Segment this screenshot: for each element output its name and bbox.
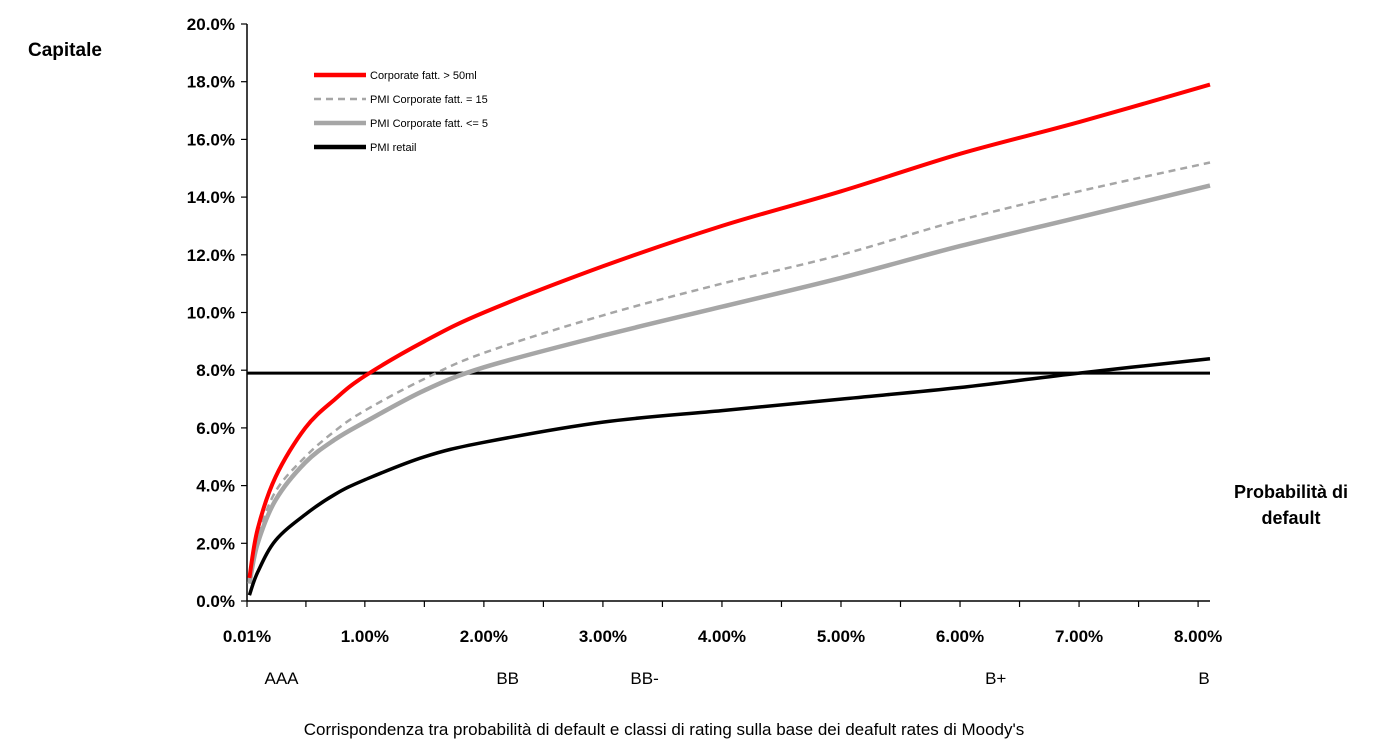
y-tick-labels: 0.0% 2.0% 4.0% 6.0% 8.0% 10.0% 12.0% 14.0% 16.0%… [187,15,247,611]
y-tick-label: 8.0% [196,361,235,380]
x-tick-label: 7.00% [1055,627,1103,646]
legend-label: PMI Corporate fatt. <= 5 [370,118,488,130]
y-tick-label: 20.0% [187,15,235,34]
series-line-1 [247,82,1211,579]
x-tick-label: 5.00% [817,627,865,646]
legend-label: Corporate fatt. > 50ml [370,70,477,82]
x-tick-label: 1.00% [341,627,389,646]
y-tick-label: 12.0% [187,246,235,265]
y-tick-label: 2.0% [196,534,235,553]
y-axis-title: Capitale [28,40,102,61]
x-axis-title-line-1: Probabilità di [1234,482,1348,502]
x-tick-label: 8.00% [1174,627,1222,646]
series-line-2 [248,161,1211,582]
y-tick-label: 4.0% [196,477,235,496]
legend: Corporate fatt. > 50ml PMI Corporate fatt… [314,70,488,154]
y-tick-label: 10.0% [187,304,235,323]
x-tick-label: 4.00% [698,627,746,646]
x-tick-label: 3.00% [579,627,627,646]
x-axis-title-line-2: default [1261,508,1320,528]
x-tick-labels: 0.01% 1.00% 2.00% 3.00% 4.00% 5.00% 6.00% 7.00%… [223,601,1222,646]
series-line-3 [247,183,1211,585]
series-line-4 [247,356,1211,596]
legend-label: PMI Corporate fatt. = 15 [370,94,488,106]
x-tick-label: 0.01% [223,627,271,646]
y-tick-label: 0.0% [196,592,235,611]
rating-label: B [1198,669,1209,688]
rating-label: BB [496,669,519,688]
rating-label: B+ [985,669,1006,688]
chart-caption: Corrispondenza tra probabilità di defaul… [304,720,1024,739]
x-tick-label: 2.00% [460,627,508,646]
plot-area [246,24,1210,602]
y-tick-label: 16.0% [187,130,235,149]
rating-labels: AAA BB BB- B+ B [265,669,1210,688]
y-tick-label: 14.0% [187,188,235,207]
y-tick-label: 18.0% [187,73,235,92]
rating-label: AAA [265,669,300,688]
legend-label: PMI retail [370,142,416,154]
x-tick-label: 6.00% [936,627,984,646]
y-tick-label: 6.0% [196,419,235,438]
series-lines [247,82,1211,596]
rating-label: BB- [630,669,658,688]
